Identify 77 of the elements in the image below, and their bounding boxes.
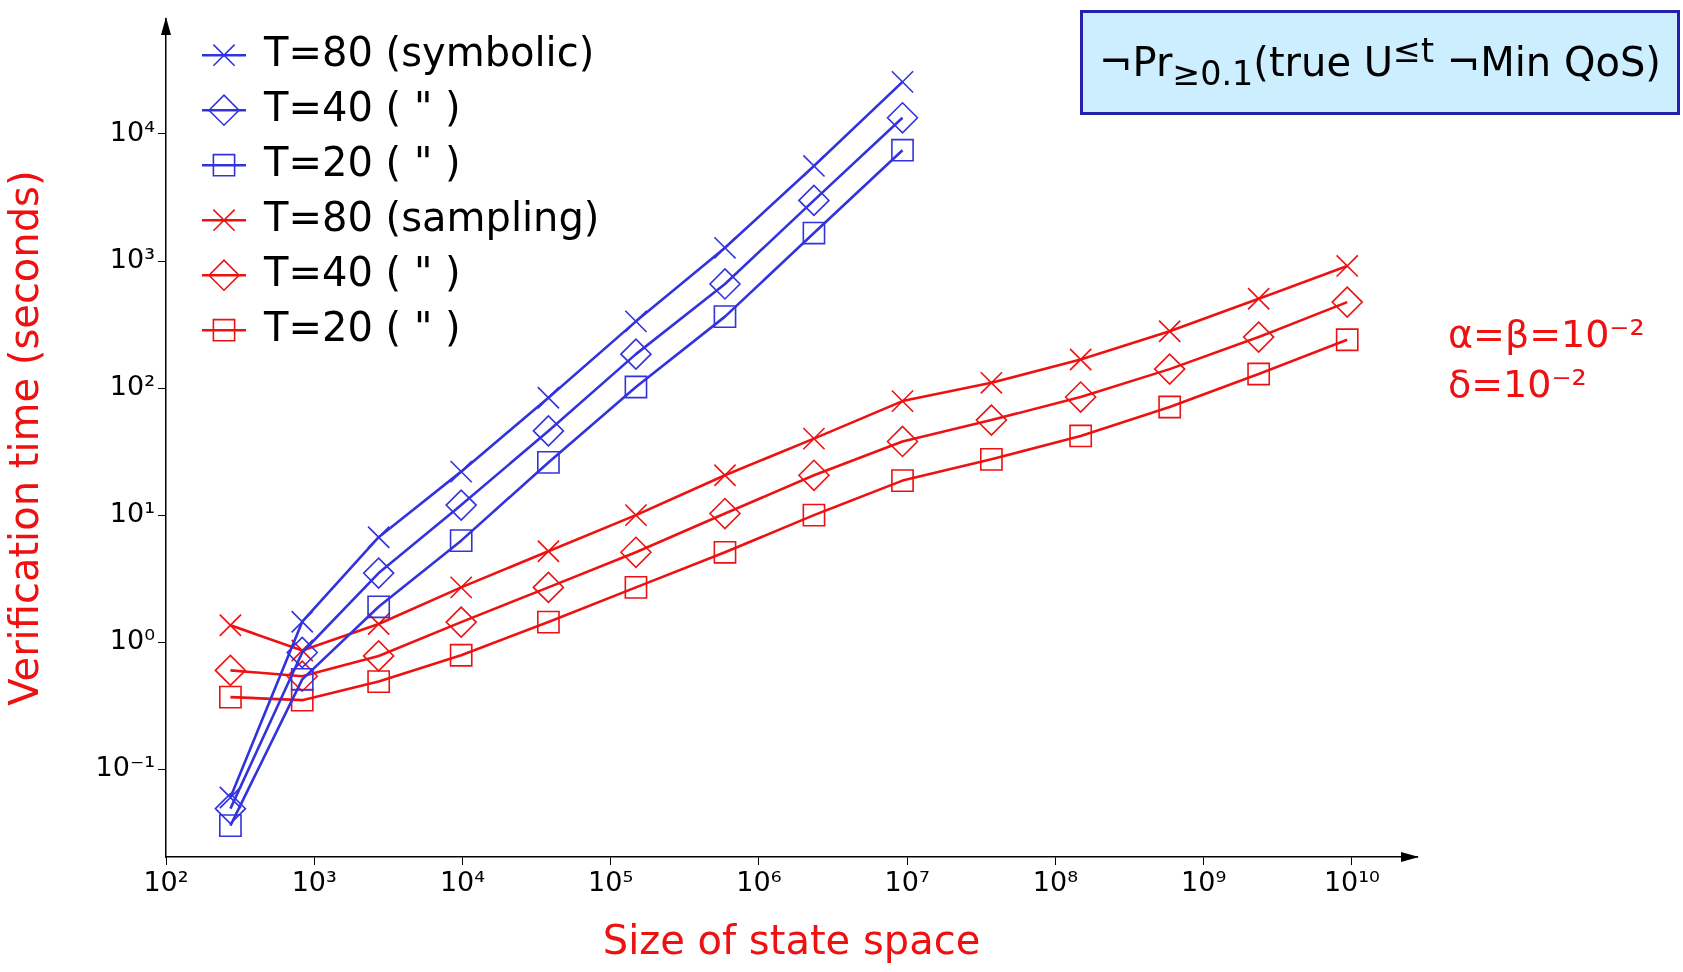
point	[624, 309, 648, 333]
legend-label: T=80 (sampling)	[263, 193, 600, 240]
x-tick-label: 10⁵	[588, 866, 634, 898]
legend-label: T=20 ( " )	[263, 303, 461, 350]
point	[537, 610, 560, 634]
point	[1158, 319, 1182, 343]
x-tick-label: 10¹⁰	[1323, 866, 1380, 898]
point	[713, 305, 737, 329]
point	[624, 575, 648, 599]
point	[891, 389, 914, 413]
x-tick-label: 10³	[291, 866, 337, 898]
x-tick-label: 10⁸	[1032, 866, 1078, 898]
annotation: ¬Pr$_{≥0.1}$(true U$^{≤t}$ ¬Min QoS)	[1080, 10, 1680, 116]
x-tick-label: 10²	[143, 866, 189, 898]
legend-label: T=40 ( " )	[263, 248, 461, 295]
point	[891, 469, 914, 493]
point	[449, 460, 473, 484]
point	[975, 404, 1008, 436]
point	[620, 338, 652, 370]
point	[1247, 362, 1271, 386]
point	[445, 489, 477, 521]
y-axis-title: Verification time (seconds)	[1, 170, 48, 706]
x-tick-label: 10⁷	[884, 866, 930, 898]
x-tick-label: 10⁶	[736, 866, 782, 898]
point	[709, 497, 741, 530]
point	[979, 447, 1003, 471]
point	[537, 539, 560, 563]
point	[713, 540, 737, 564]
point	[1069, 348, 1093, 371]
x-tick-label: 10⁹	[1181, 866, 1227, 898]
point	[1153, 353, 1186, 385]
point	[798, 184, 830, 217]
point	[891, 70, 914, 94]
point	[1247, 287, 1271, 311]
point	[537, 386, 560, 410]
point	[449, 529, 473, 553]
text: α=β=10⁻²	[1448, 312, 1645, 356]
point	[886, 102, 919, 134]
y-tick-label: 10⁻¹	[95, 751, 155, 783]
point	[802, 221, 826, 245]
point	[713, 236, 737, 260]
legend-label: T=40 ( " )	[263, 83, 461, 130]
point	[891, 138, 914, 162]
point	[802, 154, 826, 178]
text: δ=10⁻²	[1448, 362, 1587, 406]
point	[1064, 381, 1097, 413]
point	[1331, 286, 1363, 318]
point	[713, 463, 737, 487]
point	[1335, 254, 1359, 278]
point	[624, 375, 648, 399]
y-tick-label: 10³	[109, 243, 155, 275]
point	[802, 427, 826, 451]
y-tick-label: 10⁰	[109, 624, 155, 656]
point	[886, 425, 919, 458]
y-tick-label: 10¹	[109, 497, 155, 529]
point	[449, 643, 473, 667]
point	[798, 459, 830, 492]
point	[979, 371, 1003, 395]
point	[1335, 328, 1359, 352]
point	[1158, 395, 1182, 419]
point	[445, 606, 477, 638]
point	[709, 268, 741, 300]
y-tick-label: 10⁴	[109, 115, 155, 147]
x-axis-title: Size of state space	[602, 917, 981, 964]
legend-label: T=80 (symbolic)	[263, 28, 595, 75]
point	[624, 503, 648, 527]
point	[620, 536, 652, 569]
y-tick-label: 10²	[109, 370, 155, 402]
point	[449, 575, 473, 599]
point	[1069, 424, 1093, 448]
point	[802, 503, 826, 527]
point	[532, 571, 565, 604]
point	[537, 451, 560, 474]
x-tick-label: 10⁴	[439, 866, 486, 898]
legend-label: T=20 ( " )	[263, 138, 461, 185]
point	[1242, 321, 1275, 353]
point	[532, 415, 565, 447]
